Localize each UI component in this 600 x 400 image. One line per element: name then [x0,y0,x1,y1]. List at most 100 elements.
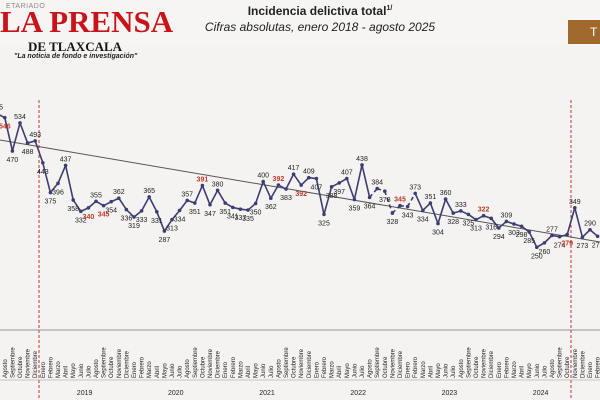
data-point [375,186,380,191]
month-label: Diciembre [580,350,586,378]
data-label: 409 [303,169,315,176]
data-segment [490,217,500,229]
data-label: 337 [235,215,247,222]
data-segment [49,182,59,194]
month-label: Septiembre [466,347,472,378]
data-label: 438 [356,156,368,163]
data-segment [148,196,158,213]
chart-title-text: Incidencia delictiva total [247,4,387,18]
month-label: Marzo [330,361,336,378]
month-label: Mayo [71,363,77,378]
month-label: Octubre [109,356,115,378]
data-segment [19,122,29,144]
data-label: 357 [181,191,193,198]
data-label: 328 [387,219,399,226]
data-point [139,209,144,213]
data-label: 298 [516,232,528,239]
month-label: Julio [178,365,184,378]
data-point [497,226,501,230]
data-label: 360 [440,190,452,197]
data-point [345,176,349,181]
corner-tab[interactable]: T [568,20,600,44]
month-label: Septiembre [375,347,381,378]
month-label: Septiembre [102,347,108,378]
month-label: Agosto [459,359,465,378]
data-point [459,209,463,213]
data-label: 290 [584,221,596,228]
data-point [299,183,304,187]
data-segment [64,165,74,201]
month-label: Julio [360,365,366,378]
data-label: 340 [83,214,95,221]
data-label: 391 [197,177,209,184]
month-label: Octubre [383,356,389,378]
data-label: 294 [493,234,505,241]
newspaper-logo: LA PRENSA [0,4,174,39]
data-point [94,199,98,204]
month-label: Noviembre [299,348,305,378]
data-point [322,212,326,217]
data-point [63,163,68,168]
year-label: 2020 [168,390,184,397]
data-point [185,198,189,203]
data-label: 287 [159,237,171,244]
data-label: 345 [98,212,110,219]
data-point [253,201,258,206]
month-label: Febrero [596,356,600,378]
data-point [48,190,53,195]
data-segment [216,189,226,204]
month-label: Febrero [140,356,146,378]
data-segment [384,190,394,214]
data-label: 333 [455,202,467,209]
data-label: 313 [470,226,482,233]
data-segment [57,165,67,184]
data-point [504,219,509,224]
month-label: Junio [261,363,267,378]
month-label: Octubre [565,356,571,378]
data-point [413,191,418,196]
month-label: Enero [588,361,594,378]
data-point [542,241,547,245]
data-point [352,197,357,202]
data-label: 349 [569,199,581,206]
data-label: 470 [7,157,19,164]
month-label: Enero [132,361,138,378]
data-point [86,206,91,210]
data-point [489,216,494,221]
month-label: Julio [451,365,457,378]
data-segment [163,219,173,232]
month-label: Febrero [48,356,54,378]
month-label: Noviembre [482,348,488,378]
logo-small-text: ETARIADO [6,3,46,10]
month-label: Noviembre [26,348,32,378]
data-label: 365 [143,188,155,195]
logo-city: DE TLAXCALA [28,39,123,54]
data-point [101,203,106,208]
month-label: Junio [352,363,358,378]
data-point [238,207,243,211]
data-segment [429,202,439,224]
data-label: 384 [371,180,383,187]
data-label: 364 [364,203,376,210]
data-segment [34,140,44,164]
data-segment [528,231,538,248]
data-point [360,163,364,167]
month-label: Marzo [238,361,244,378]
data-point [512,222,516,226]
data-point [314,176,319,181]
month-label: Junio [444,363,450,378]
month-label: Enero [223,361,229,378]
data-point [550,233,554,238]
data-segment [444,198,454,214]
data-point [25,141,30,145]
data-label: 378 [379,197,391,204]
data-label: 260 [539,249,551,256]
month-label: Septiembre [10,347,16,378]
month-label: Diciembre [216,350,222,378]
data-point [443,197,448,201]
chart-subtitle: Cifras absolutas, enero 2018 - agosto 20… [204,20,436,34]
month-label: Mayo [254,363,260,378]
data-segment [270,184,280,199]
data-label: 333 [136,217,148,224]
month-label: Junio [79,363,85,378]
